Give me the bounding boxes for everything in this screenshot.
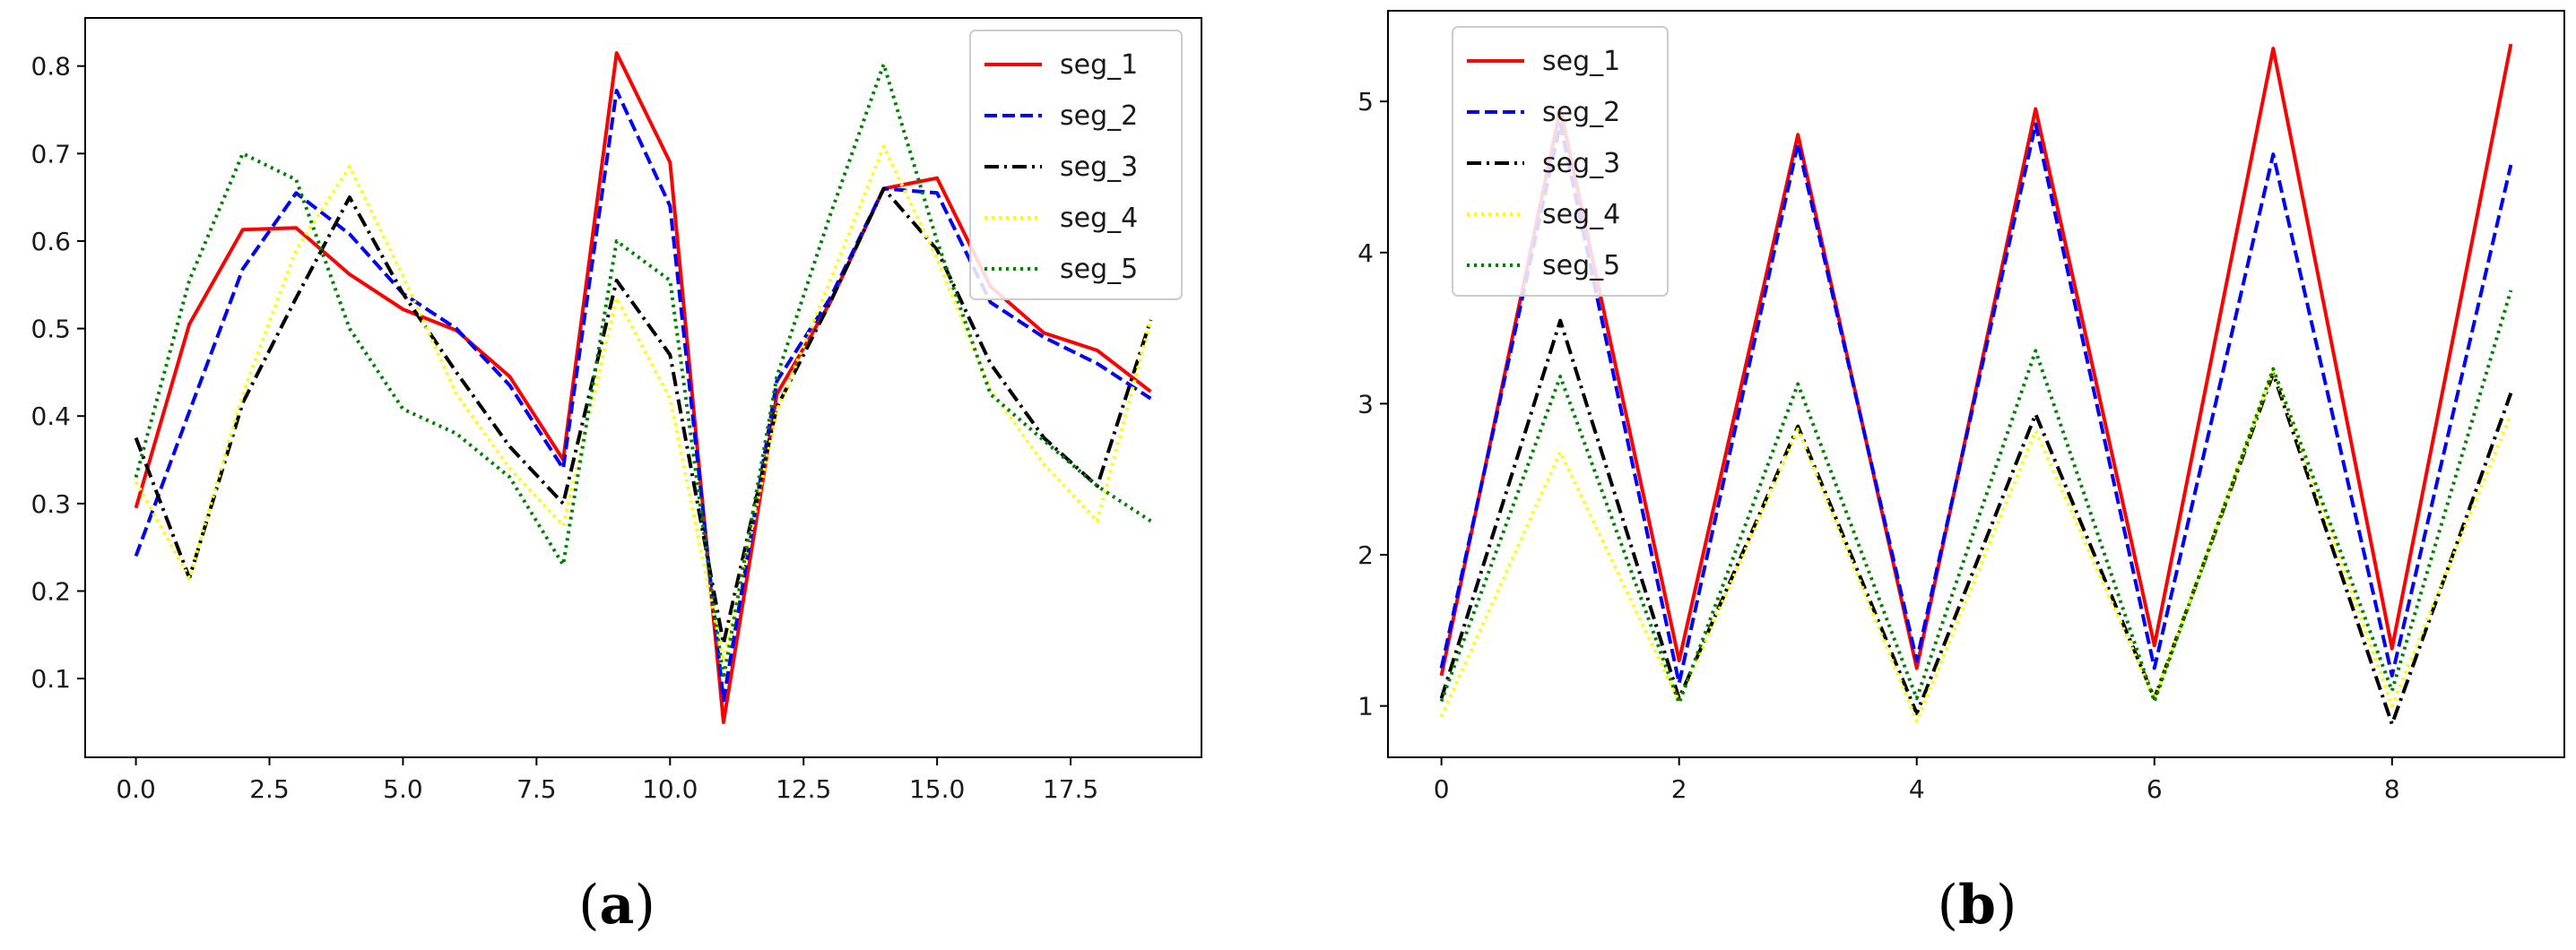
series-line-b-seg-1 <box>1439 43 2513 677</box>
axes-frame-b <box>1387 10 2565 758</box>
legend-label-a-seg-5: seg_5 <box>1060 254 1138 285</box>
legend-label-b-seg-2: seg_2 <box>1542 97 1620 128</box>
axes-frame-a <box>84 17 1202 758</box>
y-tick-label-a: 0.5 <box>30 315 71 344</box>
x-tick-label-a: 12.5 <box>776 774 831 804</box>
series-line-a-seg-5 <box>134 62 1152 681</box>
legend-label-a-seg-4: seg_4 <box>1060 203 1138 234</box>
plot-area-b <box>1439 43 2513 726</box>
legend-box-a <box>969 30 1183 300</box>
y-tick-label-a: 0.8 <box>30 52 71 82</box>
x-tick-label-b: 8 <box>2384 774 2400 804</box>
y-tick-label-a: 0.6 <box>30 227 71 256</box>
x-tick-label-a: 17.5 <box>1043 774 1098 804</box>
legend-label-b-seg-1: seg_1 <box>1542 46 1620 77</box>
legend-b: seg_1 seg_2 seg_3 seg_4 seg_5 <box>1452 26 1669 297</box>
x-tick-label-a: 7.5 <box>516 774 557 804</box>
legend-label-b-seg-4: seg_4 <box>1542 199 1620 230</box>
series-line-a-seg-3 <box>134 186 1153 646</box>
series-line-b-seg-3 <box>1439 318 2513 726</box>
series-line-a-seg-4 <box>134 144 1153 663</box>
subplot-b: 0 2 4 6 8 1 2 3 4 5 seg_1 seg_2 seg_3 seg_4 seg_5 (b) <box>1357 10 2565 937</box>
legend-label-a-seg-3: seg_3 <box>1060 151 1138 183</box>
x-tick-label-a: 0.0 <box>116 774 156 804</box>
y-tick-label-b: 4 <box>1357 238 1374 268</box>
x-tick-label-a: 10.0 <box>642 774 698 804</box>
y-tick-label-b: 3 <box>1357 389 1374 419</box>
legend-a: seg_1 seg_2 seg_3 seg_4 seg_5 <box>969 30 1183 300</box>
y-tick-label-a: 0.2 <box>30 576 71 606</box>
y-tick-label-a: 0.1 <box>30 664 71 694</box>
x-tick-label-a: 15.0 <box>909 774 965 804</box>
x-tick-label-a: 5.0 <box>383 774 423 804</box>
series-line-b-seg-2 <box>1439 122 2513 686</box>
y-tick-label-a: 0.4 <box>30 402 71 431</box>
subplot-a: 0.0 2.5 5.0 7.5 10.0 12.5 15.0 17.5 0.1 0.2 0.3 0.4… <box>30 17 1202 937</box>
legend-label-a-seg-2: seg_2 <box>1060 100 1138 132</box>
panel-caption-a: (a) <box>578 874 655 937</box>
legend-label-b-seg-5: seg_5 <box>1542 250 1620 281</box>
x-tick-label-b: 2 <box>1671 774 1687 804</box>
x-tick-label-b: 6 <box>2147 774 2163 804</box>
x-tick-label-b: 0 <box>1434 774 1450 804</box>
x-tick-label-a: 2.5 <box>249 774 290 804</box>
y-tick-label-a: 0.7 <box>30 139 71 168</box>
y-tick-label-b: 2 <box>1357 540 1374 570</box>
y-tick-label-b: 5 <box>1357 87 1374 117</box>
series-line-b-seg-5 <box>1439 289 2513 705</box>
legend-label-a-seg-1: seg_1 <box>1060 49 1138 81</box>
y-tick-label-b: 1 <box>1357 692 1374 721</box>
panel-caption-b: (b) <box>1938 874 2017 937</box>
legend-label-b-seg-3: seg_3 <box>1542 148 1620 179</box>
legend-box-b <box>1452 26 1669 297</box>
x-tick-label-b: 4 <box>1909 774 1925 804</box>
y-tick-label-a: 0.3 <box>30 489 71 519</box>
series-line-b-seg-4 <box>1439 368 2513 723</box>
